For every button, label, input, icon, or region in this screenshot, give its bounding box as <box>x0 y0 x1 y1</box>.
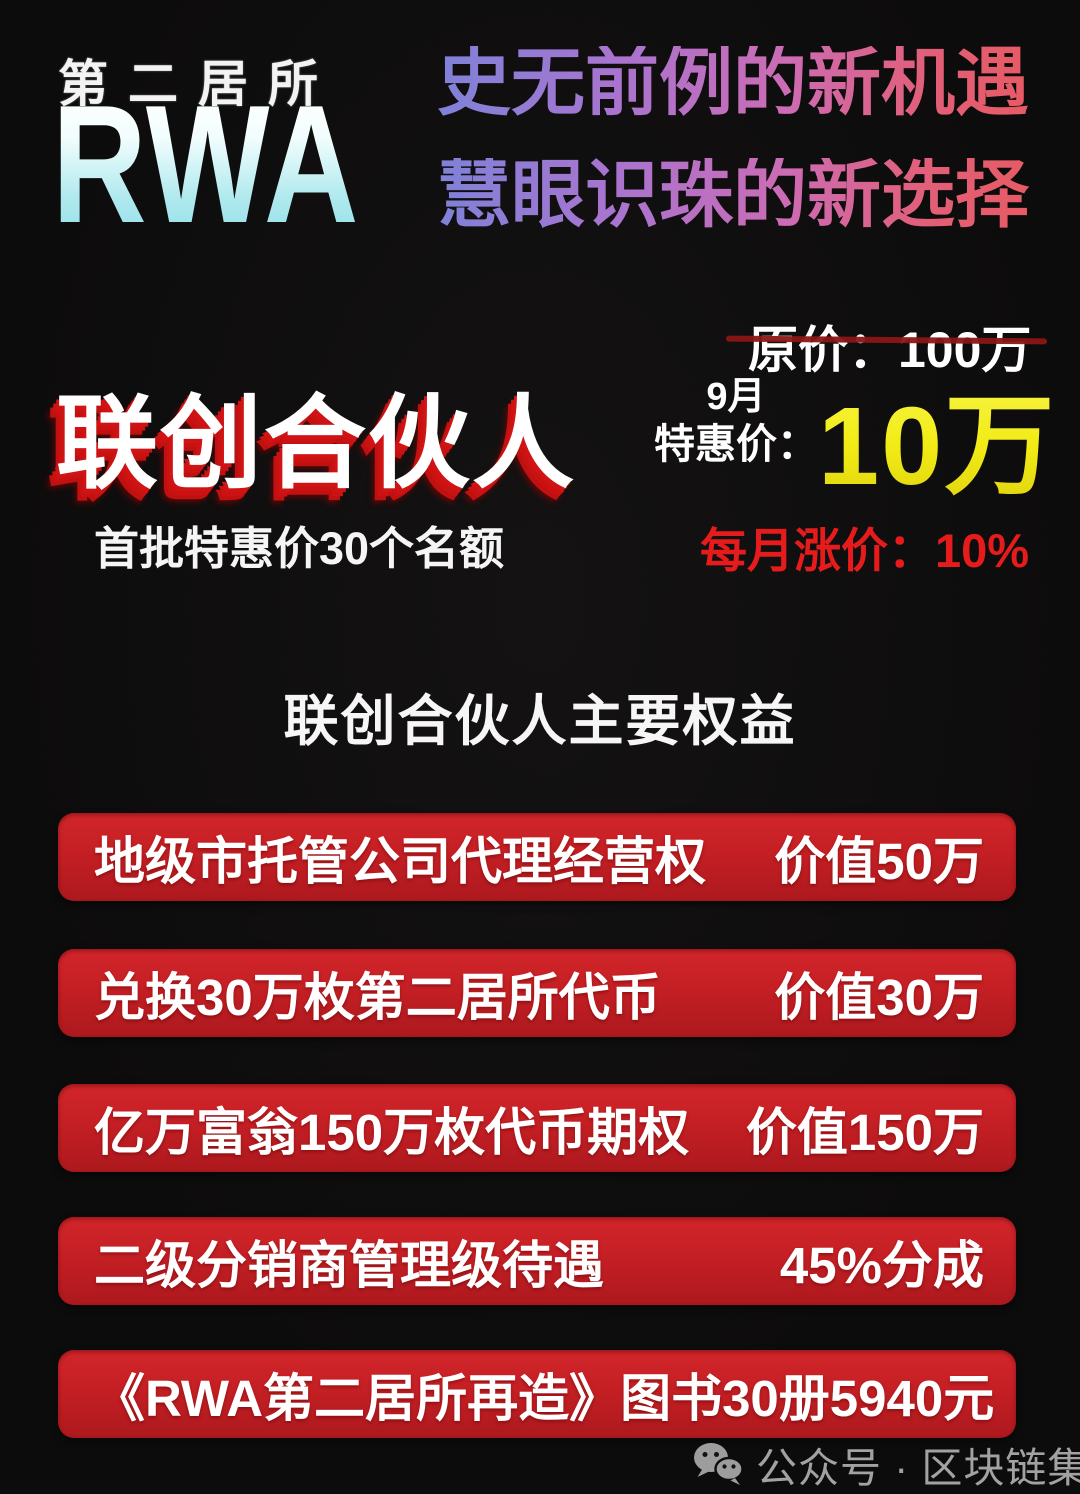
benefit-label: 亿万富翁150万枚代币期权 <box>94 1104 690 1161</box>
benefit-label: 二级分销商管理级待遇 <box>94 1237 605 1294</box>
benefit-banner: 《RWA第二居所再造》图书30册 5940元 <box>58 1350 1016 1438</box>
quota-text: 首批特惠价30个名额 <box>94 523 505 574</box>
special-price-value: 10万 <box>818 356 1056 516</box>
benefits-title: 联创合伙人主要权益 <box>283 690 797 752</box>
product-title: 联创合伙人 <box>56 387 576 501</box>
benefit-value: 5940元 <box>829 1370 995 1427</box>
logo-title-rwa: RWA <box>52 70 361 258</box>
benefit-banner: 地级市托管公司代理经营权 价值50万 <box>58 813 1016 901</box>
logo-subtitle: 第二居所 <box>58 44 338 116</box>
headline: 史无前例的新机遇 慧眼识珠的新选择 <box>437 46 1037 232</box>
benefit-banner: 兑换30万枚第二居所代币 价值30万 <box>58 949 1016 1037</box>
original-price: 原价：100万 <box>725 310 1048 382</box>
benefit-label: 兑换30万枚第二居所代币 <box>94 969 661 1026</box>
benefit-value: 价值50万 <box>774 833 984 890</box>
benefit-label: 《RWA第二居所再造》图书30册 <box>94 1370 830 1427</box>
footer-watermark: 公众号 · 区块链集中赢 <box>692 1434 1080 1494</box>
benefit-banner: 二级分销商管理级待遇 45%分成 <box>58 1217 1016 1305</box>
wechat-icon <box>694 1443 744 1485</box>
benefit-value: 45%分成 <box>779 1237 984 1294</box>
special-price-label: 特惠价： <box>654 420 818 467</box>
special-price-labels: 9月 特惠价： <box>652 376 820 469</box>
headline-line-1: 史无前例的新机遇 <box>437 46 1037 120</box>
special-month: 9月 <box>706 376 766 418</box>
monthly-increase-text: 每月涨价：10% <box>700 524 1030 577</box>
headline-line-2: 慧眼识珠的新选择 <box>437 158 1037 232</box>
watermark-text: 公众号 · 区块链集中赢 <box>756 1445 1080 1491</box>
benefit-value: 价值30万 <box>774 969 984 1026</box>
benefit-label: 地级市托管公司代理经营权 <box>94 833 707 890</box>
benefit-value: 价值150万 <box>745 1104 984 1161</box>
original-price-text: 原价：100万 <box>748 322 1032 378</box>
benefit-banner: 亿万富翁150万枚代币期权 价值150万 <box>58 1084 1016 1172</box>
